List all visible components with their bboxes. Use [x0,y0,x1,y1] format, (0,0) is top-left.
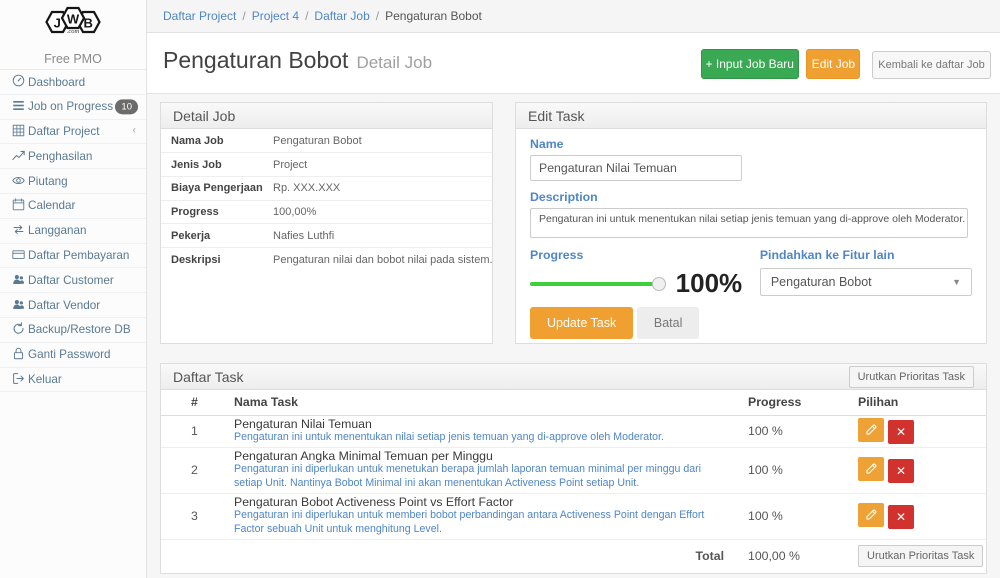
svg-text:J: J [54,16,61,31]
svg-text:B: B [84,16,93,31]
svg-text:.com: .com [67,28,80,35]
svg-text:W: W [67,12,80,27]
